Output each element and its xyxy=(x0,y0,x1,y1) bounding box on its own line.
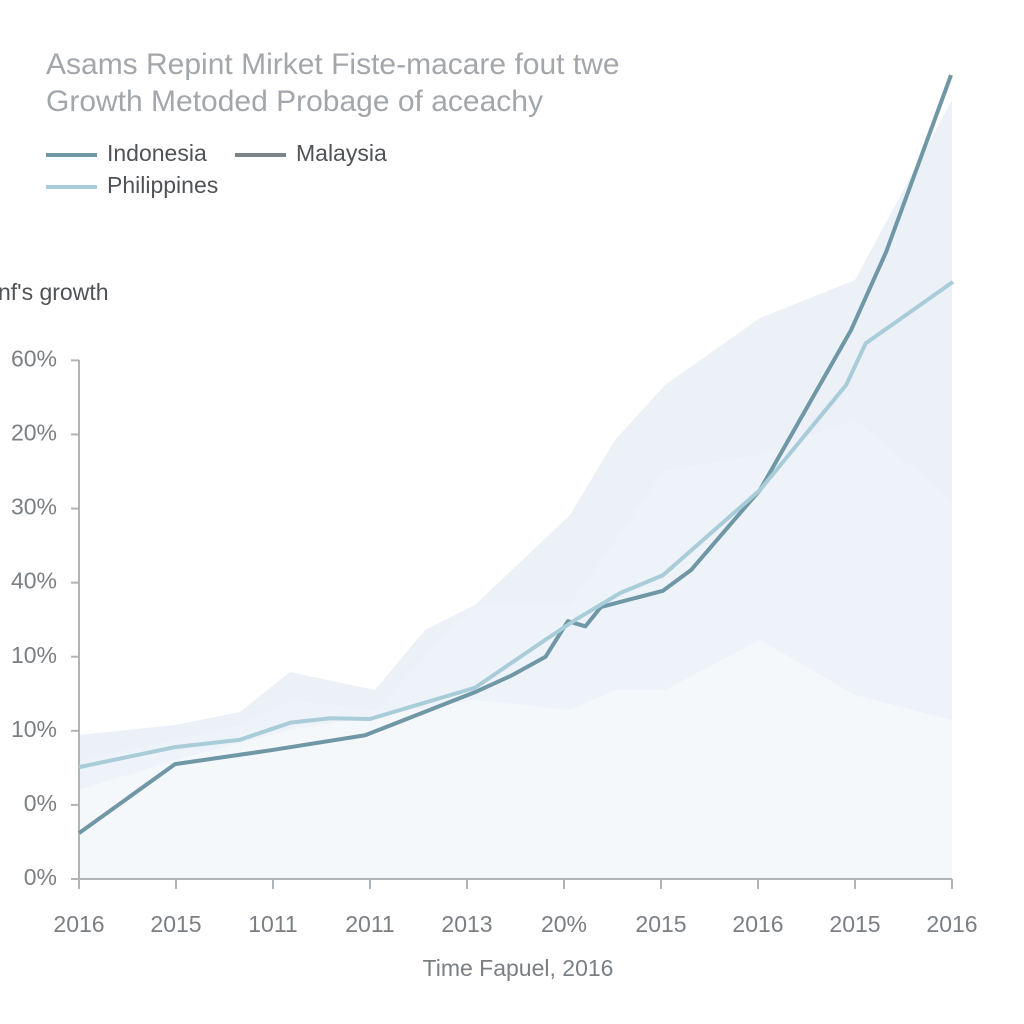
y-tick-label: 10% xyxy=(11,716,57,742)
x-tick-label: 2011 xyxy=(345,911,394,937)
chart-subtitle: Growth Metoded Probage of aceachy xyxy=(46,85,543,118)
x-tick-label: 2013 xyxy=(441,911,492,937)
y-tick-label: 30% xyxy=(11,494,57,520)
x-tick-label: 2015 xyxy=(829,911,880,937)
x-tick-label: 2015 xyxy=(150,911,201,937)
y-axis-label: nf's growth xyxy=(0,279,109,305)
x-tick-label: 1011 xyxy=(248,911,297,937)
x-tick-label: 2016 xyxy=(926,911,977,937)
background-bands xyxy=(79,100,952,879)
y-tick-label: 0% xyxy=(24,864,57,890)
x-tick-label: 2015 xyxy=(635,911,686,937)
legend-label: Indonesia xyxy=(107,140,207,166)
series-line xyxy=(78,280,955,770)
legend-label: Malaysia xyxy=(296,140,387,166)
y-tick-label: 0% xyxy=(24,790,57,816)
y-tick-label: 20% xyxy=(11,420,57,446)
y-tick-label: 10% xyxy=(11,642,57,668)
x-axis-label: Time Fapuel, 2016 xyxy=(423,955,614,981)
x-tick-label: 2016 xyxy=(732,911,783,937)
legend-label: Philippines xyxy=(107,172,218,198)
series-line xyxy=(77,74,953,835)
y-tick-label: 60% xyxy=(11,345,57,371)
chart-title: Asams Repint Mirket Fiste-macare fout tw… xyxy=(46,48,620,81)
band xyxy=(79,640,952,879)
x-tick-label: 20% xyxy=(541,911,587,937)
y-tick-label: 40% xyxy=(11,568,57,594)
x-tick-label: 2016 xyxy=(53,911,104,937)
